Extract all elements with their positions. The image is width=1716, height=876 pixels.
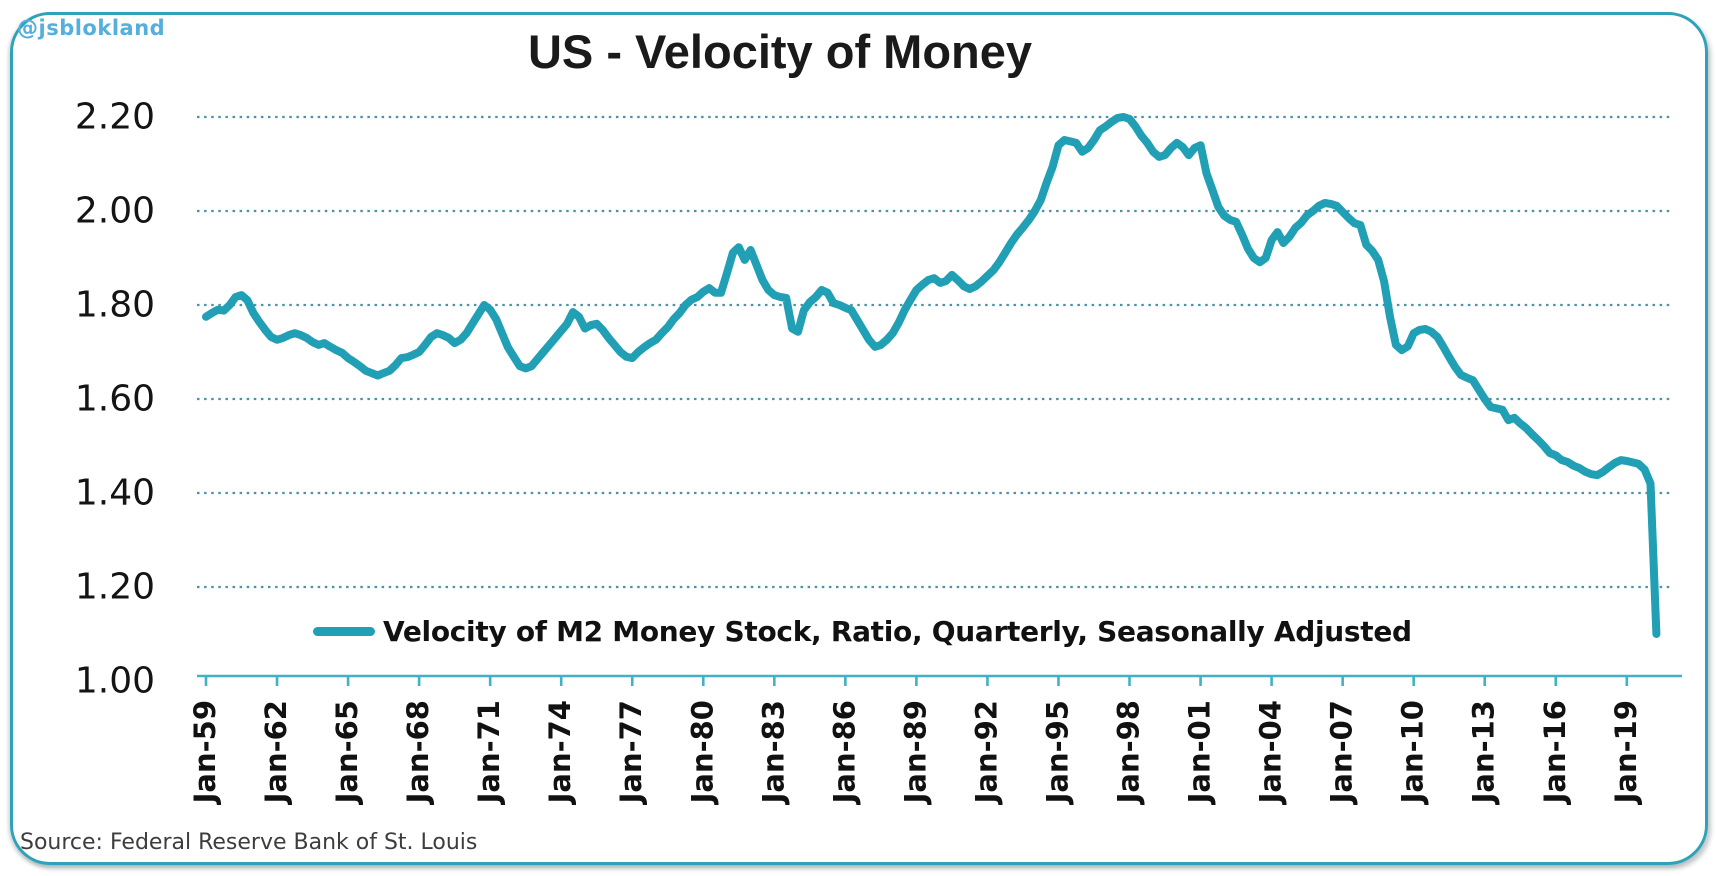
x-axis-label: Jan-92 (969, 700, 1003, 805)
x-axis-label: Jan-13 (1467, 700, 1501, 805)
legend: Velocity of M2 Money Stock, Ratio, Quart… (313, 615, 1412, 648)
watermark: @jsblokland (17, 16, 166, 40)
y-axis-label: 1.40 (74, 472, 155, 514)
x-axis-label: Jan-71 (472, 700, 506, 805)
x-axis-label: Jan-19 (1609, 700, 1643, 805)
x-axis-label: Jan-77 (614, 700, 648, 805)
page-title: US - Velocity of Money (527, 25, 1033, 78)
x-axis-label: Jan-83 (756, 700, 790, 805)
x-axis-label: Jan-62 (259, 700, 293, 805)
y-axis-label: 1.00 (74, 660, 155, 702)
y-axis-label: 1.20 (74, 566, 155, 608)
y-axis-label: 1.80 (74, 284, 155, 326)
x-axis-label: Jan-59 (188, 700, 222, 805)
x-axis-label: Jan-80 (685, 700, 719, 805)
x-axis-label: Jan-95 (1040, 700, 1074, 805)
m2-velocity-line (202, 113, 1661, 638)
source-note: Source: Federal Reserve Bank of St. Loui… (20, 830, 478, 855)
legend-label: Velocity of M2 Money Stock, Ratio, Quart… (383, 615, 1412, 648)
y-axis-label: 1.60 (74, 378, 155, 420)
x-axis-label: Jan-68 (401, 700, 435, 805)
y-axis-label: 2.20 (74, 96, 155, 138)
x-axis-label: Jan-86 (827, 700, 861, 805)
y-axis-label: 2.00 (74, 190, 155, 232)
x-axis-label: Jan-65 (330, 700, 364, 805)
x-axis-label: Jan-16 (1538, 700, 1572, 805)
x-axis-label: Jan-89 (898, 700, 932, 805)
legend-line-marker (313, 627, 375, 636)
chart-border-frame (10, 12, 1708, 865)
x-axis-label: Jan-01 (1183, 700, 1217, 805)
x-axis-label: Jan-98 (1112, 700, 1146, 805)
x-axis-label: Jan-04 (1254, 700, 1288, 805)
x-axis-label: Jan-10 (1396, 700, 1430, 805)
x-axis-label: Jan-74 (543, 700, 577, 805)
x-axis-label: Jan-07 (1325, 700, 1359, 805)
